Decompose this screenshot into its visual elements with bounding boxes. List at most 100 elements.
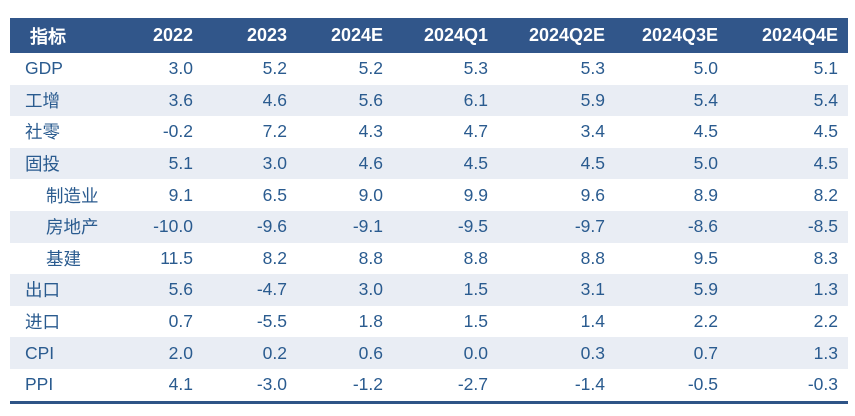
table-row: 基建 11.5 8.2 8.8 8.8 8.8 9.5 8.3 xyxy=(10,243,848,275)
row-label: 出口 xyxy=(25,280,60,301)
header-cell-period: 2024E xyxy=(297,18,393,53)
value-cell: 8.8 xyxy=(580,247,605,268)
header-cell-period: 2024Q4E xyxy=(728,18,848,53)
value-cell: 4.5 xyxy=(580,153,605,174)
value-cell: 0.3 xyxy=(580,342,605,363)
value-cell: -0.3 xyxy=(807,374,838,395)
row-label: 制造业 xyxy=(46,185,99,206)
value-cell: -9.7 xyxy=(574,216,605,237)
value-cell: 6.5 xyxy=(262,184,287,205)
value-cell: 5.1 xyxy=(168,153,193,174)
macro-indicator-table-container: 指标 2022 2023 2024E 2024Q1 2024Q2E 2024Q3E 2024Q… xyxy=(10,18,848,404)
row-label: 房地产 xyxy=(46,217,99,238)
row-label: 社零 xyxy=(25,122,60,143)
value-cell: 3.0 xyxy=(262,153,287,174)
value-cell: 4.1 xyxy=(168,374,193,395)
header-row: 指标 2022 2023 2024E 2024Q1 2024Q2E 2024Q3E 2024Q… xyxy=(10,18,848,53)
header-cell-period: 2024Q1 xyxy=(393,18,498,53)
value-cell: -9.6 xyxy=(256,216,287,237)
value-cell: 5.0 xyxy=(693,58,718,79)
header-cell-indicator: 指标 xyxy=(10,18,120,53)
value-cell: 0.7 xyxy=(168,311,193,332)
value-cell: -9.1 xyxy=(352,216,383,237)
value-cell: 8.8 xyxy=(358,247,383,268)
value-cell: 9.5 xyxy=(693,247,718,268)
table-row: GDP 3.0 5.2 5.2 5.3 5.3 5.0 5.1 xyxy=(10,53,848,85)
value-cell: 5.3 xyxy=(580,58,605,79)
value-cell: 8.2 xyxy=(813,184,838,205)
value-cell: -2.7 xyxy=(457,374,488,395)
value-cell: 11.5 xyxy=(160,247,193,268)
value-cell: 9.0 xyxy=(358,184,383,205)
value-cell: 5.6 xyxy=(358,89,383,110)
table-header: 指标 2022 2023 2024E 2024Q1 2024Q2E 2024Q3E 2024Q… xyxy=(10,18,848,53)
value-cell: -4.7 xyxy=(256,279,287,300)
value-cell: 5.3 xyxy=(463,58,488,79)
table-row: 进口 0.7 -5.5 1.8 1.5 1.4 2.2 2.2 xyxy=(10,306,848,338)
value-cell: 0.2 xyxy=(262,342,287,363)
value-cell: 1.5 xyxy=(463,311,488,332)
header-cell-period: 2024Q3E xyxy=(615,18,728,53)
table-row: CPI 2.0 0.2 0.6 0.0 0.3 0.7 1.3 xyxy=(10,337,848,369)
value-cell: 4.5 xyxy=(813,121,838,142)
value-cell: 1.3 xyxy=(813,342,838,363)
row-label: 进口 xyxy=(25,312,60,333)
table-row: PPI 4.1 -3.0 -1.2 -2.7 -1.4 -0.5 -0.3 xyxy=(10,369,848,402)
value-cell: 2.0 xyxy=(168,342,193,363)
header-cell-period: 2023 xyxy=(203,18,297,53)
value-cell: 4.5 xyxy=(463,153,488,174)
value-cell: 8.9 xyxy=(693,184,718,205)
value-cell: 5.0 xyxy=(693,153,718,174)
value-cell: 5.4 xyxy=(813,89,838,110)
value-cell: -0.5 xyxy=(687,374,718,395)
header-cell-period: 2024Q2E xyxy=(498,18,615,53)
value-cell: -0.2 xyxy=(162,121,193,142)
value-cell: 0.0 xyxy=(463,342,488,363)
value-cell: -8.5 xyxy=(807,216,838,237)
value-cell: 1.5 xyxy=(463,279,488,300)
table-row: 固投 5.1 3.0 4.6 4.5 4.5 5.0 4.5 xyxy=(10,147,848,180)
row-label: CPI xyxy=(25,342,55,363)
macro-indicator-table: 指标 2022 2023 2024E 2024Q1 2024Q2E 2024Q3E 2024Q… xyxy=(10,18,848,404)
value-cell: 1.3 xyxy=(813,279,838,300)
value-cell: 6.1 xyxy=(463,89,488,110)
value-cell: 4.5 xyxy=(693,121,718,142)
value-cell: 3.1 xyxy=(580,279,605,300)
value-cell: 5.6 xyxy=(168,279,193,300)
value-cell: 5.2 xyxy=(262,58,287,79)
value-cell: 5.4 xyxy=(693,89,718,110)
row-label: 固投 xyxy=(25,154,60,175)
value-cell: 4.7 xyxy=(463,121,488,142)
value-cell: 8.8 xyxy=(463,247,488,268)
value-cell: 3.0 xyxy=(358,279,383,300)
value-cell: 8.3 xyxy=(813,247,838,268)
value-cell: 4.3 xyxy=(358,121,383,142)
value-cell: 7.2 xyxy=(262,121,287,142)
value-cell: 5.9 xyxy=(693,279,718,300)
value-cell: 3.4 xyxy=(580,121,605,142)
table-row: 房地产 -10.0 -9.6 -9.1 -9.5 -9.7 -8.6 -8.5 xyxy=(10,210,848,243)
value-cell: 5.9 xyxy=(580,89,605,110)
table-body: GDP 3.0 5.2 5.2 5.3 5.3 5.0 5.1 工增 3.6 4.6 5.6 6.1 5.… xyxy=(10,53,848,402)
table-row: 出口 5.6 -4.7 3.0 1.5 3.1 5.9 1.3 xyxy=(10,274,848,306)
table-row: 制造业 9.1 6.5 9.0 9.9 9.6 8.9 8.2 xyxy=(10,179,848,211)
table-row: 工增 3.6 4.6 5.6 6.1 5.9 5.4 5.4 xyxy=(10,84,848,117)
value-cell: 5.1 xyxy=(813,58,838,79)
value-cell: -10.0 xyxy=(153,216,193,237)
value-cell: 1.4 xyxy=(580,311,605,332)
value-cell: 4.6 xyxy=(262,89,287,110)
value-cell: -1.2 xyxy=(352,374,383,395)
row-label: GDP xyxy=(25,58,63,79)
value-cell: -5.5 xyxy=(256,311,287,332)
value-cell: 2.2 xyxy=(693,311,718,332)
header-cell-period: 2022 xyxy=(120,18,203,53)
value-cell: 3.0 xyxy=(168,58,193,79)
row-label: 基建 xyxy=(46,248,81,269)
value-cell: -8.6 xyxy=(687,216,718,237)
value-cell: 4.6 xyxy=(358,153,383,174)
value-cell: 5.2 xyxy=(358,58,383,79)
value-cell: 0.7 xyxy=(693,342,718,363)
value-cell: 9.9 xyxy=(463,184,488,205)
value-cell: 8.2 xyxy=(262,247,287,268)
value-cell: 1.8 xyxy=(358,311,383,332)
